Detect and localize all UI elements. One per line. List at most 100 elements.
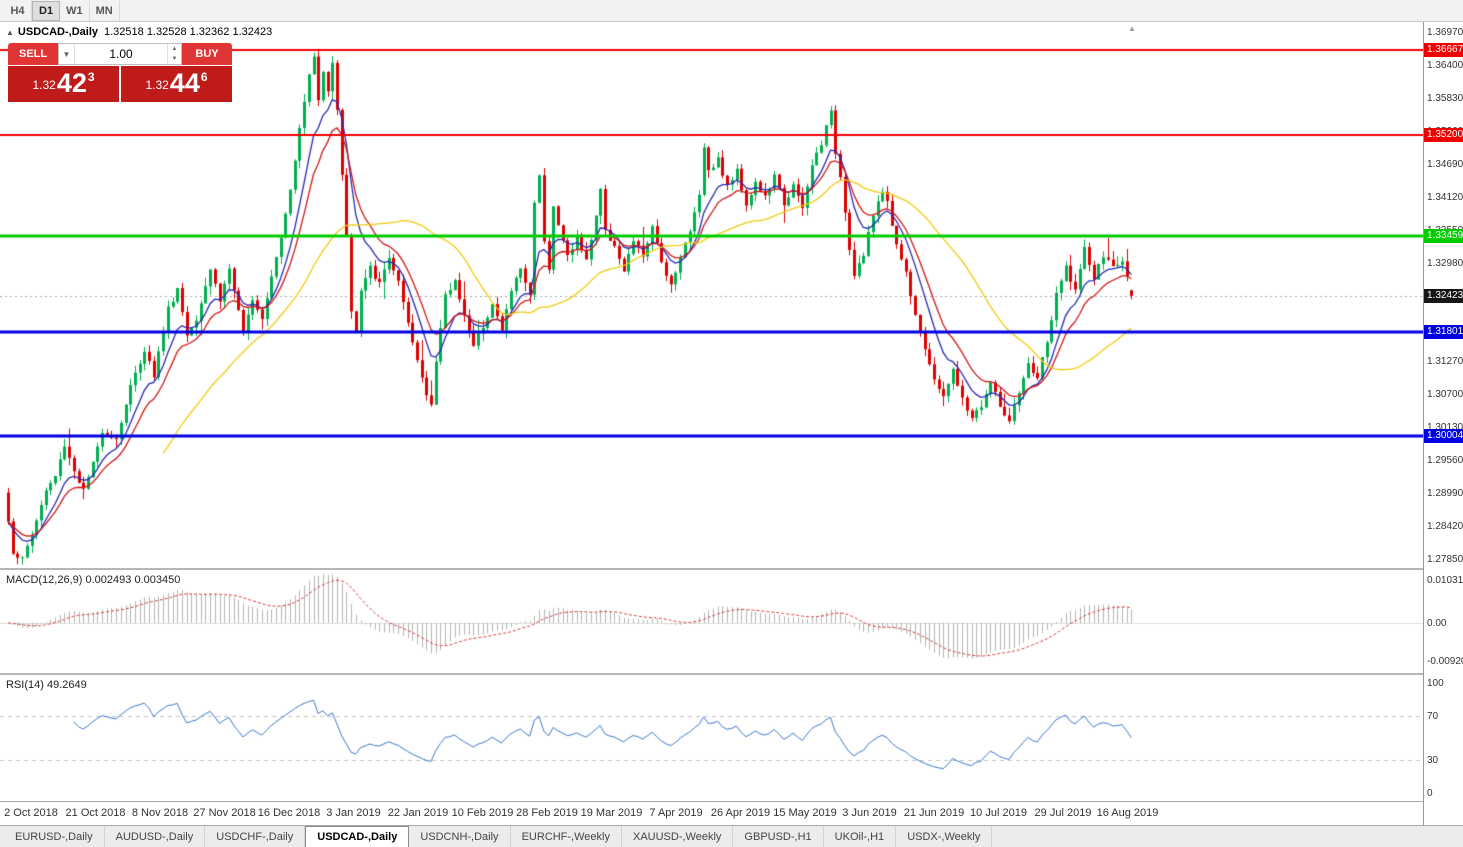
price-axis-label: 1.28990 <box>1427 488 1463 499</box>
chart-tab-bar: EURUSD-,Daily AUDUSD-,Daily USDCHF-,Daily U… <box>0 825 1463 847</box>
rsi-axis-label: 70 <box>1427 711 1439 722</box>
price-axis-label: 1.27850 <box>1427 554 1463 565</box>
buy-price-big: 44 <box>169 68 200 98</box>
sell-price-display[interactable]: 1.32 42 3 <box>8 66 119 102</box>
hline-price-badge: 1.30004 <box>1424 429 1463 443</box>
time-axis-label: 8 Nov 2018 <box>131 807 189 819</box>
time-axis-label: 19 Mar 2019 <box>580 807 643 819</box>
hline-price-badge: 1.36667 <box>1424 43 1463 57</box>
time-axis-label: 28 Feb 2019 <box>516 807 578 819</box>
time-axis-label: 15 May 2019 <box>773 807 837 819</box>
chart-shift-marker-icon[interactable]: ▲ <box>1128 24 1136 33</box>
price-axis-label: 1.34690 <box>1427 159 1463 170</box>
rsi-panel-separator[interactable] <box>0 673 1423 675</box>
chart-region: ▲ USDCAD-,Daily 1.32518 1.32528 1.32362 1.… <box>0 22 1423 825</box>
volume-spinner[interactable]: ▲ ▼ <box>167 44 181 64</box>
chart-tab-eurusd-daily[interactable]: EURUSD-,Daily <box>4 826 105 847</box>
timeframe-button-h4[interactable]: H4 <box>4 0 32 21</box>
sell-button[interactable]: SELL <box>8 43 58 65</box>
price-axis-label: 1.32980 <box>1427 258 1463 269</box>
time-axis-label: 7 Apr 2019 <box>649 807 703 819</box>
macd-axis-label: 0.010311 <box>1427 575 1463 586</box>
rsi-axis-label: 0 <box>1427 788 1433 799</box>
hline-price-badge: 1.31801 <box>1424 325 1463 339</box>
chart-tab-gbpusd-h1[interactable]: GBPUSD-,H1 <box>733 826 824 847</box>
chart-ohlc-values: 1.32518 1.32528 1.32362 1.32423 <box>104 26 273 38</box>
timeframe-button-mn[interactable]: MN <box>90 0 120 21</box>
sell-price-big: 42 <box>56 68 87 98</box>
macd-main-value: 0.002493 <box>85 574 132 586</box>
time-axis-label: 21 Jun 2019 <box>903 807 965 819</box>
macd-indicator-canvas[interactable] <box>0 570 1423 673</box>
sell-price-small: 1.32 <box>32 78 56 92</box>
buy-price-small: 1.32 <box>145 78 169 92</box>
timeframe-button-d1[interactable]: D1 <box>32 0 61 21</box>
one-click-buttons-row: SELL ▼ 1.00 ▲ ▼ BUY <box>8 43 232 65</box>
time-axis[interactable]: 2 Oct 2018 21 Oct 2018 8 Nov 2018 27 Nov 20… <box>0 801 1423 825</box>
chart-tab-usdcad-daily[interactable]: USDCAD-,Daily <box>305 826 410 847</box>
time-axis-label: 21 Oct 2018 <box>65 807 126 819</box>
timeframe-button-w1[interactable]: W1 <box>60 0 90 21</box>
spinner-up-icon[interactable]: ▲ <box>171 46 178 52</box>
price-axis-label: 1.36970 <box>1427 27 1463 38</box>
time-axis-label: 26 Apr 2019 <box>710 807 771 819</box>
price-axis-label: 1.34120 <box>1427 192 1463 203</box>
buy-button[interactable]: BUY <box>182 43 232 65</box>
current-price-badge: 1.32423 <box>1424 289 1463 303</box>
rsi-indicator-canvas[interactable] <box>0 675 1423 801</box>
chart-tab-usdx-weekly[interactable]: USDX-,Weekly <box>896 826 993 847</box>
price-axis-label: 1.35830 <box>1427 93 1463 104</box>
chart-tab-xauusd-weekly[interactable]: XAUUSD-,Weekly <box>622 826 734 847</box>
one-click-collapse-icon[interactable]: ▲ <box>6 28 14 37</box>
chart-tab-eurchf-weekly[interactable]: EURCHF-,Weekly <box>511 826 622 847</box>
volume-dropdown-icon[interactable]: ▼ <box>59 44 75 64</box>
hline-price-badge: 1.35200 <box>1424 128 1463 142</box>
one-click-prices-row: 1.32 42 3 1.32 44 6 <box>8 66 232 102</box>
volume-value[interactable]: 1.00 <box>109 47 133 61</box>
macd-name: MACD(12,26,9) <box>6 574 83 586</box>
hline-price-badge: 1.33459 <box>1424 229 1463 243</box>
chart-tab-usdcnh-daily[interactable]: USDCNH-,Daily <box>409 826 511 847</box>
sell-price-sup: 3 <box>87 70 95 84</box>
time-axis-label: 3 Jan 2019 <box>326 807 381 819</box>
one-click-trading-panel: SELL ▼ 1.00 ▲ ▼ BUY 1.32 42 3 1.32 44 6 <box>8 43 232 102</box>
price-axis-label: 1.30130 <box>1427 422 1463 433</box>
price-axis[interactable]: 1.369701.364001.358301.352601.346901.341… <box>1423 22 1463 825</box>
timeframe-toolbar: H4 D1 W1 MN <box>0 0 1463 22</box>
volume-control: ▼ 1.00 ▲ ▼ <box>58 43 182 65</box>
price-axis-label: 1.28420 <box>1427 521 1463 532</box>
rsi-axis-label: 30 <box>1427 755 1439 766</box>
price-axis-label: 1.31270 <box>1427 356 1463 367</box>
chart-tab-audusd-daily[interactable]: AUDUSD-,Daily <box>105 826 206 847</box>
buy-price-sup: 6 <box>200 70 208 84</box>
chart-tab-usdchf-daily[interactable]: USDCHF-,Daily <box>205 826 306 847</box>
time-axis-label: 16 Dec 2018 <box>257 807 321 819</box>
chart-symbol-title: USDCAD-,Daily <box>17 26 98 38</box>
macd-axis-label: -0.009203 <box>1427 656 1463 667</box>
time-axis-label: 2 Oct 2018 <box>4 807 58 819</box>
macd-indicator-label: MACD(12,26,9) 0.002493 0.003450 <box>6 574 180 586</box>
buy-price-display[interactable]: 1.32 44 6 <box>121 66 232 102</box>
time-axis-label: 27 Nov 2018 <box>193 807 256 819</box>
rsi-value: 49.2649 <box>46 679 87 691</box>
time-axis-label: 29 Jul 2019 <box>1034 807 1092 819</box>
chart-tab-ukoil-h1[interactable]: UKOil-,H1 <box>824 826 897 847</box>
rsi-indicator-label: RSI(14) 49.2649 <box>6 679 87 691</box>
macd-panel-separator[interactable] <box>0 568 1423 570</box>
price-chart-canvas[interactable] <box>0 22 1423 568</box>
spinner-down-icon[interactable]: ▼ <box>171 56 178 62</box>
rsi-name: RSI(14) <box>6 679 44 691</box>
price-axis-label: 1.30700 <box>1427 389 1463 400</box>
time-axis-label: 16 Aug 2019 <box>1096 807 1159 819</box>
rsi-axis-label: 100 <box>1427 678 1444 689</box>
time-axis-label: 10 Jul 2019 <box>970 807 1027 819</box>
time-axis-label: 22 Jan 2019 <box>387 807 449 819</box>
time-axis-label: 3 Jun 2019 <box>842 807 897 819</box>
chart-header: ▲ USDCAD-,Daily 1.32518 1.32528 1.32362 1.… <box>6 26 272 38</box>
time-axis-label: 10 Feb 2019 <box>451 807 514 819</box>
macd-axis-label: 0.00 <box>1427 618 1447 629</box>
macd-signal-value: 0.003450 <box>134 574 181 586</box>
price-axis-label: 1.36400 <box>1427 60 1463 71</box>
price-axis-label: 1.29560 <box>1427 455 1463 466</box>
